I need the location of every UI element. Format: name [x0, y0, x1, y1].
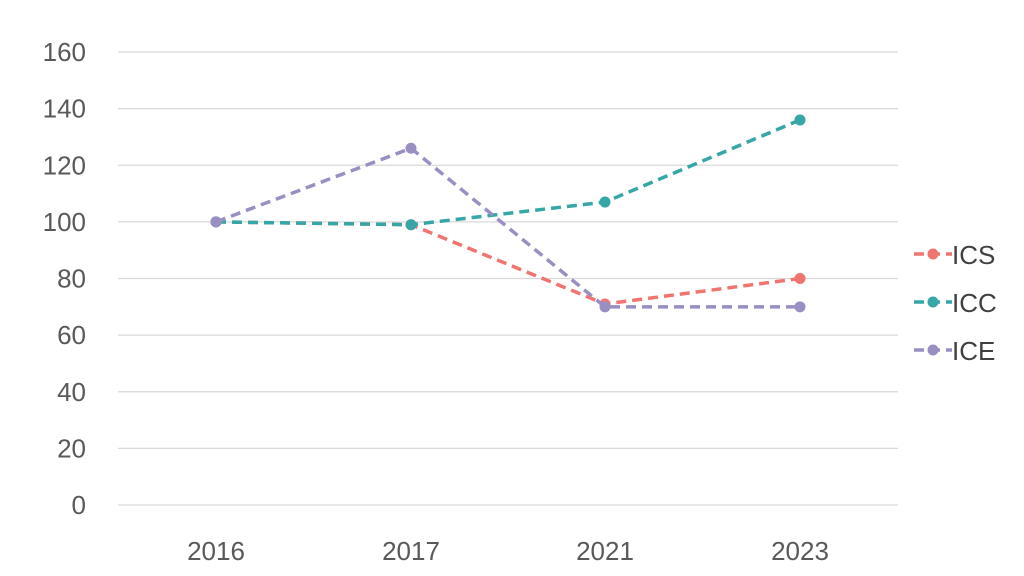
x-axis-ticks: 2016 2017 2021 2023 — [187, 536, 829, 566]
series-ice — [210, 142, 806, 313]
y-tick-label: 100 — [43, 207, 86, 237]
x-tick-label: 2017 — [382, 536, 440, 566]
gridlines — [118, 51, 898, 506]
y-tick-label: 40 — [57, 377, 86, 407]
x-tick-label: 2021 — [576, 536, 634, 566]
y-tick-label: 20 — [57, 433, 86, 463]
data-point — [599, 301, 611, 313]
series-icc — [210, 114, 806, 231]
data-point — [405, 219, 417, 231]
legend-swatch-marker — [927, 296, 939, 308]
legend-item-ice: ICE — [914, 336, 995, 366]
y-tick-label: 60 — [57, 320, 86, 350]
legend-swatch-marker — [927, 344, 939, 356]
data-point — [405, 142, 417, 154]
y-tick-label: 120 — [43, 150, 86, 180]
legend-label: ICE — [952, 336, 995, 366]
legend-item-ics: ICS — [914, 240, 995, 270]
y-tick-label: 0 — [72, 490, 86, 520]
y-tick-label: 80 — [57, 264, 86, 294]
y-axis-ticks: 0 20 40 60 80 100 120 140 160 — [43, 37, 86, 520]
series-line-icc — [215, 118, 801, 227]
legend-item-icc: ICC — [914, 288, 997, 318]
series-layer — [210, 114, 806, 313]
y-tick-label: 140 — [43, 94, 86, 124]
series-ics — [210, 216, 806, 310]
x-tick-label: 2023 — [771, 536, 829, 566]
data-point — [794, 114, 806, 126]
data-point — [794, 273, 806, 284]
y-tick-label: 160 — [43, 37, 86, 67]
data-point — [794, 301, 806, 313]
data-point — [599, 196, 611, 208]
legend-swatch-marker — [927, 248, 939, 260]
series-line-ics — [215, 220, 801, 306]
legend: ICS ICC ICE — [914, 240, 997, 366]
x-tick-label: 2016 — [187, 536, 245, 566]
series-line-ice — [215, 146, 800, 309]
data-point — [210, 216, 222, 228]
legend-label: ICC — [952, 288, 997, 318]
legend-label: ICS — [952, 240, 995, 270]
